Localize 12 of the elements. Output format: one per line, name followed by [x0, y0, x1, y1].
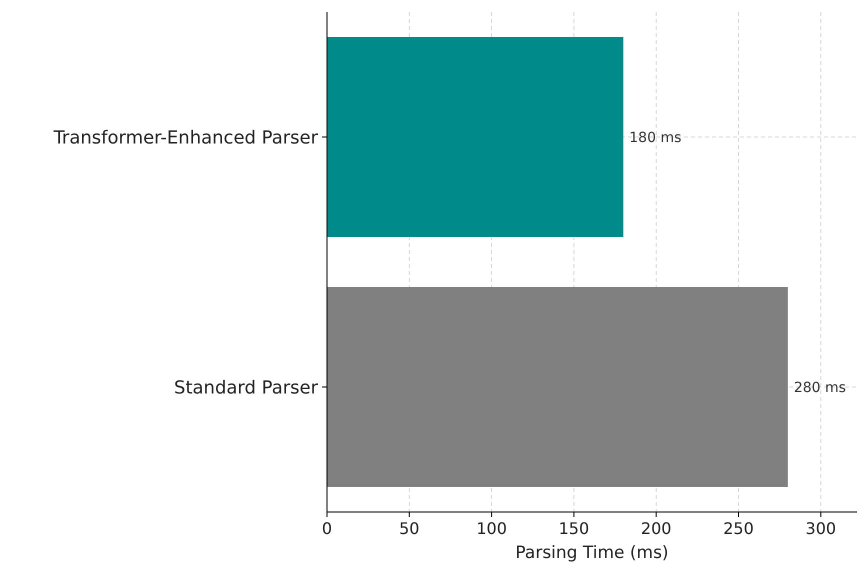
- x-tick-label: 100: [476, 519, 507, 538]
- x-tick-label: 200: [640, 519, 672, 538]
- data-label: 180 ms: [629, 130, 682, 146]
- y-tick-label: Transformer-Enhanced Parser: [52, 127, 319, 148]
- x-tick-label: 300: [806, 519, 836, 538]
- x-tick-label: 0: [322, 519, 332, 538]
- x-tick-label: 250: [723, 519, 754, 538]
- y-tick-label: Standard Parser: [174, 377, 319, 398]
- x-tick-label: 150: [558, 519, 590, 538]
- x-axis-title: Parsing Time (ms): [515, 543, 669, 563]
- data-label: 280 ms: [794, 380, 846, 396]
- x-tick-label: 50: [399, 519, 420, 538]
